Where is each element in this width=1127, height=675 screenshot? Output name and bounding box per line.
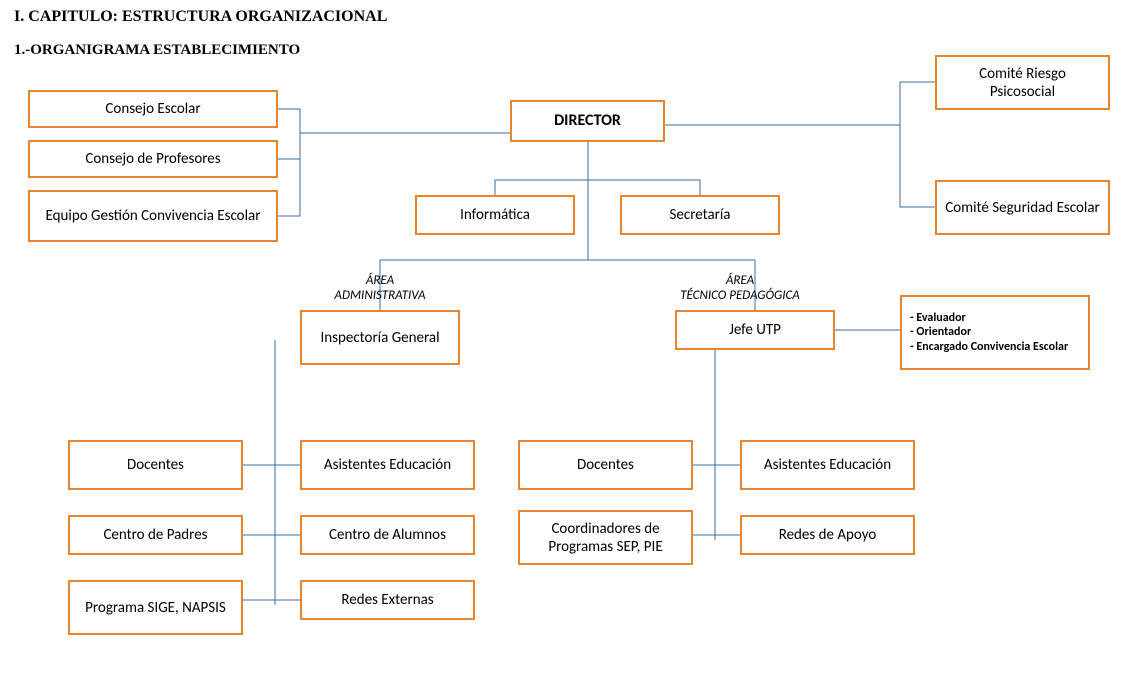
equipo-gestion: Equipo Gestión Convivencia Escolar [28,190,278,242]
director: DIRECTOR [510,100,665,142]
utp-roles: EvaluadorOrientadorEncargado Convivencia… [900,295,1090,370]
asist-edu-admin: Asistentes Educación [300,440,475,490]
centro-padres: Centro de Padres [68,515,243,555]
area-tec: ÁREATÉCNICO PEDAGÓGICA [640,273,840,303]
informatica: Informática [415,195,575,235]
secretaria: Secretaría [620,195,780,235]
jefe-utp: Jefe UTP [675,310,835,350]
consejo-escolar: Consejo Escolar [28,90,278,128]
centro-alumnos: Centro de Alumnos [300,515,475,555]
comite-riesgo: Comité Riesgo Psicosocial [935,55,1110,110]
redes-apoyo: Redes de Apoyo [740,515,915,555]
comite-seguridad: Comité Seguridad Escolar [935,180,1110,235]
redes-externas: Redes Externas [300,580,475,620]
asist-edu-tec: Asistentes Educación [740,440,915,490]
chapter-heading: I. CAPITULO: ESTRUCTURA ORGANIZACIONAL [14,8,387,26]
area-admin: ÁREAADMINISTRATIVA [300,273,460,303]
docentes-admin: Docentes [68,440,243,490]
programa-sige: Programa SIGE, NAPSIS [68,580,243,635]
docentes-tec: Docentes [518,440,693,490]
coord-programas: Coordinadores de Programas SEP, PIE [518,510,693,565]
section-heading: 1.-ORGANIGRAMA ESTABLECIMIENTO [14,42,300,59]
inspectoria: Inspectoría General [300,310,460,365]
consejo-profesores: Consejo de Profesores [28,140,278,178]
